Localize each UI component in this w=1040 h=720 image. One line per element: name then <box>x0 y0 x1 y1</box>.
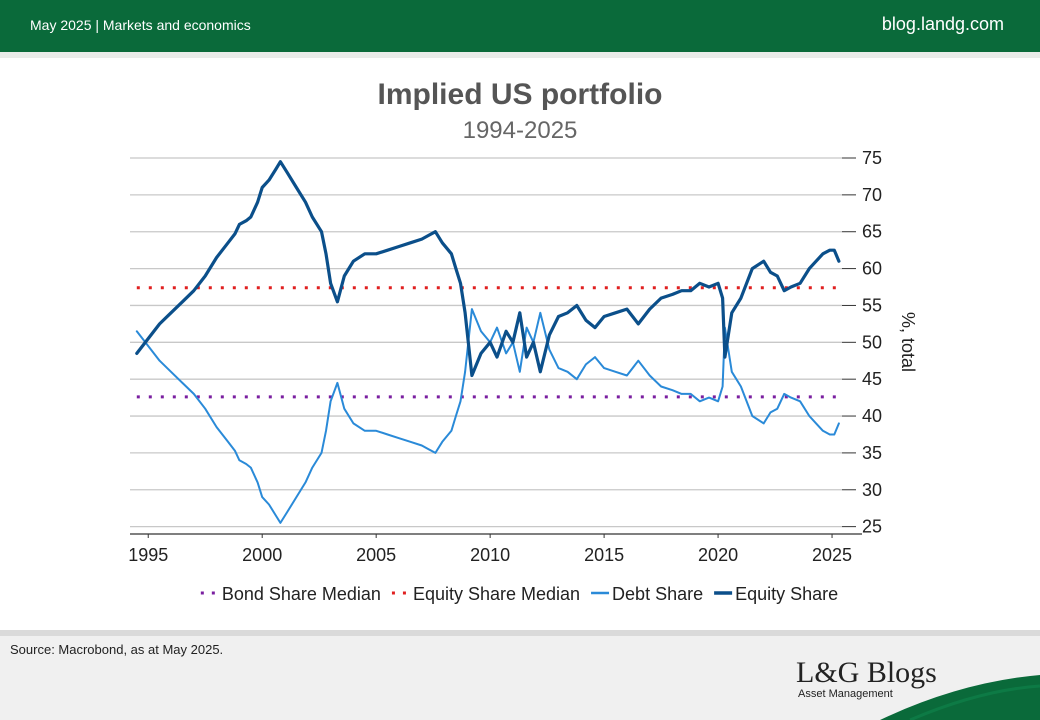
series-debt-share <box>135 308 840 524</box>
legend-label: Equity Share Median <box>413 584 580 604</box>
header-divider <box>0 52 1040 58</box>
legend-label: Equity Share <box>735 584 838 604</box>
y-tick-label: 55 <box>862 295 882 315</box>
y-tick-label: 35 <box>862 443 882 463</box>
y-tick-label: 75 <box>862 148 882 168</box>
header-bar: May 2025 | Markets and economics blog.la… <box>0 0 1040 52</box>
axis-ticks: 25 30 35 40 45 50 55 60 65 70 75 1995 2000 2005 2010 20… <box>128 148 918 565</box>
chart-area: 25 30 35 40 45 50 55 60 65 70 75 1995 2000 2005 2010 20… <box>128 148 918 604</box>
brand-logo-subtitle: Asset Management <box>798 688 893 700</box>
legend-label: Debt Share <box>612 584 703 604</box>
y-tick-label: 25 <box>862 517 882 537</box>
series-equity-share <box>135 160 841 378</box>
x-tick-label: 2010 <box>470 545 510 565</box>
y-tick-label: 65 <box>862 222 882 242</box>
y-axis-label: %, total <box>898 312 918 372</box>
footer <box>0 630 1040 720</box>
y-tick-label: 40 <box>862 406 882 426</box>
y-tick-label: 30 <box>862 480 882 500</box>
y-tick-label: 60 <box>862 259 882 279</box>
legend: Bond Share Median Equity Share Median Debt… <box>200 584 838 604</box>
x-tick-label: 2005 <box>356 545 396 565</box>
legend-label: Bond Share Median <box>222 584 381 604</box>
x-tick-label: 2015 <box>584 545 624 565</box>
header-date-section: May 2025 | Markets and economics <box>30 17 251 33</box>
series-lines <box>135 160 841 524</box>
source-note: Source: Macrobond, as at May 2025. <box>10 642 224 657</box>
chart-subtitle: 1994-2025 <box>462 117 578 144</box>
chart-title: Implied US portfolio <box>377 78 663 111</box>
x-tick-label: 2025 <box>812 545 852 565</box>
x-tick-label: 2000 <box>242 545 282 565</box>
y-tick-label: 50 <box>862 332 882 352</box>
y-tick-label: 45 <box>862 369 882 389</box>
x-tick-label: 2020 <box>698 545 738 565</box>
brand-logo[interactable]: L&G Blogs <box>796 656 937 689</box>
x-tick-label: 1995 <box>128 545 168 565</box>
site-link[interactable]: blog.landg.com <box>881 14 1004 34</box>
y-tick-label: 70 <box>862 185 882 205</box>
